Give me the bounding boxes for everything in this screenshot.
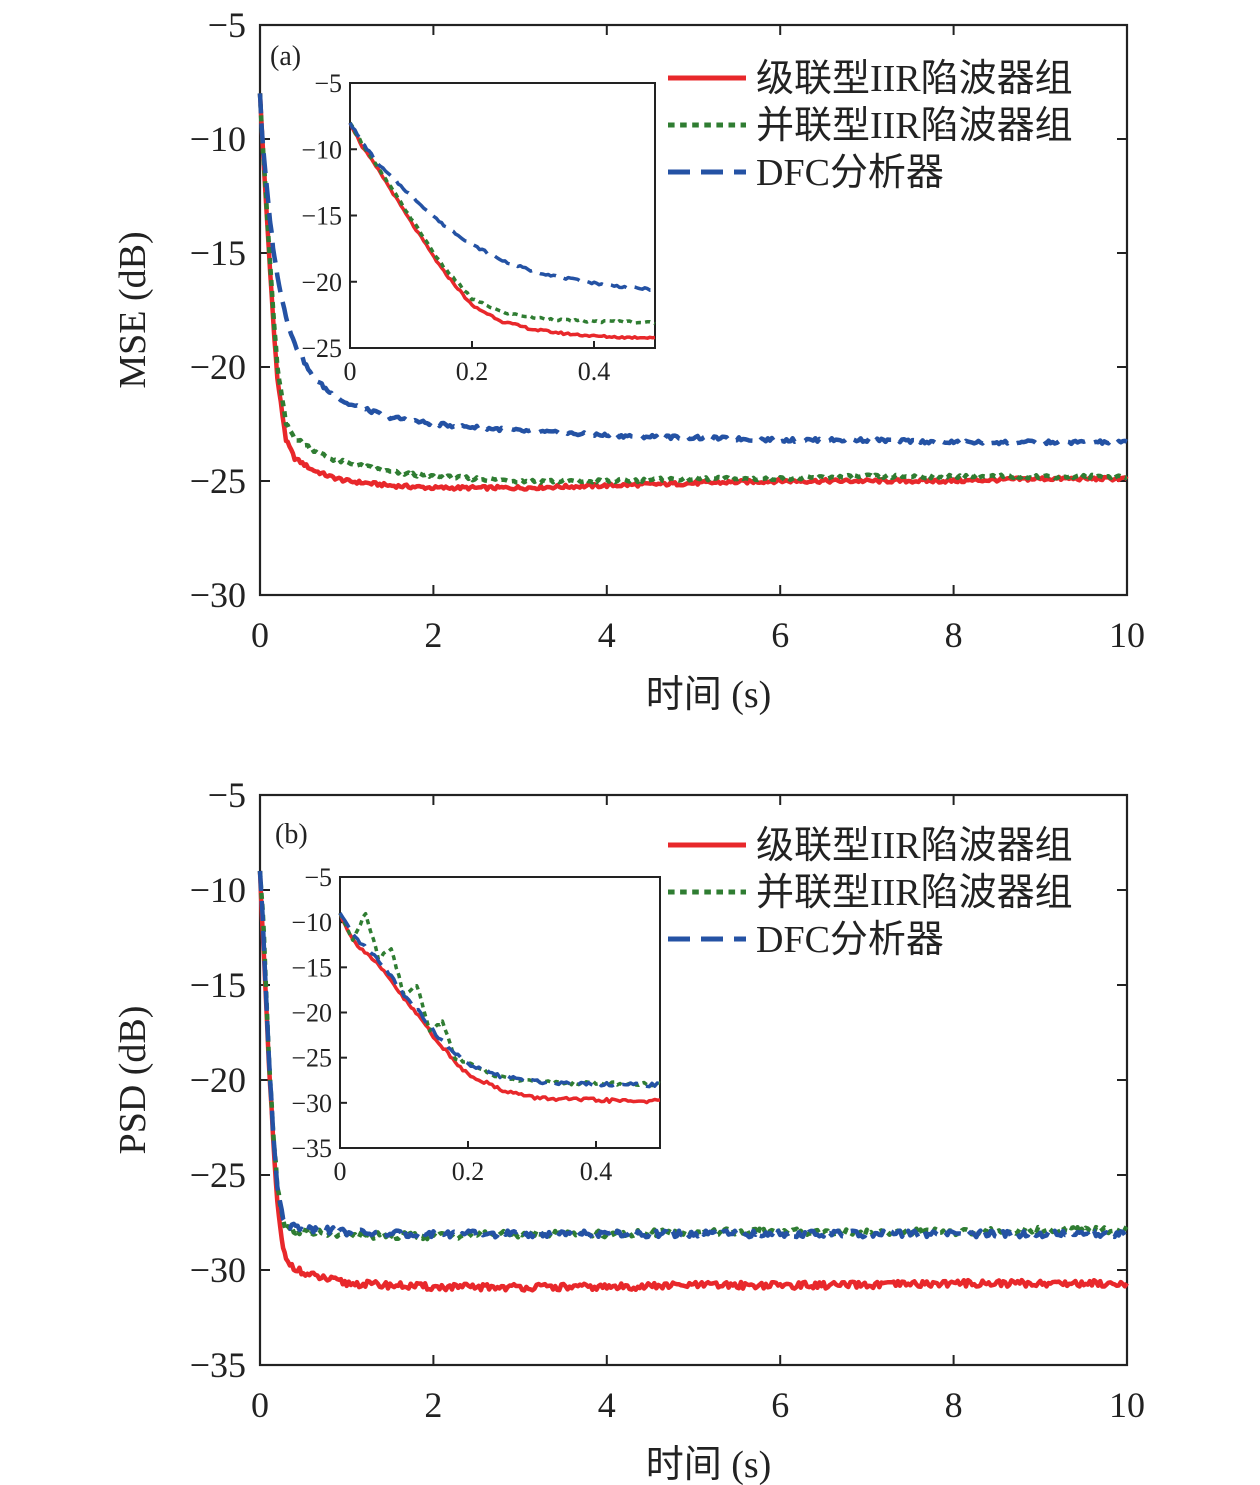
panel-b-inset-y-tick-label: −30 bbox=[291, 1089, 332, 1118]
panel-a-y-tick-label: −30 bbox=[190, 575, 246, 615]
chart-panel-b: 0 2 4 6 8 10 −35 −30 −25 −20 −15 −10 −5 时间 (s) PSD (dB… bbox=[112, 775, 1145, 1485]
panel-a-x-axis-title: 时间 (s) bbox=[646, 674, 772, 716]
panel-a-inset-y-tick-label: −15 bbox=[301, 202, 342, 231]
panel-b-inset-y-tick-label: −20 bbox=[291, 999, 332, 1028]
panel-a-x-tick-label: 0 bbox=[251, 615, 269, 655]
panel-a-inset-series-parallel bbox=[348, 121, 656, 326]
panel-b-y-tick-label: −10 bbox=[190, 870, 246, 910]
panel-a-x-tick-label: 2 bbox=[424, 615, 442, 655]
panel-a-inset-x-tick-label: 0.4 bbox=[578, 357, 611, 386]
legend-label-parallel: 并联型IIR陷波器组 bbox=[756, 105, 1073, 147]
panel-a-series-cascade bbox=[257, 93, 1129, 492]
panel-b-x-axis-title: 时间 (s) bbox=[646, 1444, 772, 1485]
chart-panel-a: 0 2 4 6 8 10 −30 −25 −20 −15 −10 −5 时间 (s) MSE (dB) (a… bbox=[112, 5, 1145, 716]
panel-a-y-tick-label: −10 bbox=[190, 119, 246, 159]
panel-a-inset-y-tick-label: −5 bbox=[314, 69, 342, 98]
panel-a-x-tick-label: 4 bbox=[598, 615, 616, 655]
panel-b-x-tick-label: 4 bbox=[598, 1385, 616, 1425]
legend-label-cascade: 级联型IIR陷波器组 bbox=[756, 825, 1073, 867]
panel-a-inset-frame bbox=[349, 82, 656, 349]
panel-a-y-tick-label: −20 bbox=[190, 347, 246, 387]
panel-a-inset-x-tick-label: 0.2 bbox=[456, 357, 489, 386]
panel-a-x-tick-label: 6 bbox=[771, 615, 789, 655]
panel-a-inset-series-dfc bbox=[348, 122, 656, 292]
panel-a-inset: 0 0.2 0.4 −25 −20 −15 −10 −5 bbox=[301, 69, 656, 386]
legend-label-parallel: 并联型IIR陷波器组 bbox=[756, 872, 1073, 914]
panel-a-x-tick-label: 8 bbox=[945, 615, 963, 655]
panel-b-inset-x-tick-label: 0 bbox=[334, 1157, 347, 1186]
panel-b-inset: 0 0.2 0.4 −35 −30 −25 −20 −15 −10 −5 bbox=[291, 863, 661, 1186]
panel-b-y-tick-label: −35 bbox=[190, 1345, 246, 1385]
panel-a-y-axis-title: MSE (dB) bbox=[112, 231, 154, 388]
panel-b-x-tick-label: 2 bbox=[424, 1385, 442, 1425]
panel-b-y-tick-label: −30 bbox=[190, 1250, 246, 1290]
panel-a-inset-y-tick-label: −25 bbox=[301, 334, 342, 363]
panel-a-y-tick-label: −5 bbox=[208, 5, 246, 45]
panel-b-inset-y-tick-label: −10 bbox=[291, 908, 332, 937]
panel-a-series-dfc bbox=[257, 93, 1128, 447]
panel-a-panel-label: (a) bbox=[270, 41, 301, 72]
legend-label-cascade: 级联型IIR陷波器组 bbox=[756, 58, 1073, 100]
panel-b-y-axis-title: PSD (dB) bbox=[112, 1006, 154, 1155]
panel-b-x-tick-label: 10 bbox=[1109, 1385, 1145, 1425]
panel-b-inset-y-tick-label: −25 bbox=[291, 1044, 332, 1073]
panel-b-inset-x-tick-label: 0.4 bbox=[580, 1157, 613, 1186]
panel-a-inset-y-tick-label: −20 bbox=[301, 268, 342, 297]
legend-label-dfc: DFC分析器 bbox=[756, 152, 944, 194]
panel-b-series-cascade bbox=[257, 870, 1129, 1293]
panel-b-y-tick-label: −5 bbox=[208, 775, 246, 815]
panel-b-inset-frame bbox=[339, 876, 661, 1149]
panel-a-y-tick-label: −25 bbox=[190, 461, 246, 501]
panel-a-inset-y-tick-label: −10 bbox=[301, 135, 342, 164]
panel-b-inset-y-tick-label: −35 bbox=[291, 1134, 332, 1163]
panel-b-inset-y-tick-label: −15 bbox=[291, 953, 332, 982]
panel-a-inset-x-tick-label: 0 bbox=[344, 357, 357, 386]
legend-label-dfc: DFC分析器 bbox=[756, 919, 944, 961]
panel-b-panel-label: (b) bbox=[275, 819, 308, 850]
panel-b-inset-series-cascade bbox=[338, 912, 661, 1105]
panel-b-inset-y-tick-label: −5 bbox=[304, 863, 332, 892]
panel-b-x-tick-label: 0 bbox=[251, 1385, 269, 1425]
panel-b-series-dfc bbox=[257, 870, 1129, 1240]
panel-b-y-tick-label: −15 bbox=[190, 965, 246, 1005]
panel-b-x-tick-label: 8 bbox=[945, 1385, 963, 1425]
panel-a-frame bbox=[258, 23, 1129, 597]
panel-a-series-parallel bbox=[257, 93, 1128, 485]
panel-b-y-tick-label: −25 bbox=[190, 1155, 246, 1195]
panel-b-inset-x-tick-label: 0.2 bbox=[452, 1157, 485, 1186]
panel-b-x-tick-label: 6 bbox=[771, 1385, 789, 1425]
panel-a-y-tick-label: −15 bbox=[190, 233, 246, 273]
panel-b-y-tick-label: −20 bbox=[190, 1060, 246, 1100]
panel-a-x-tick-label: 10 bbox=[1109, 615, 1145, 655]
panel-b-inset-series-dfc bbox=[338, 912, 661, 1089]
